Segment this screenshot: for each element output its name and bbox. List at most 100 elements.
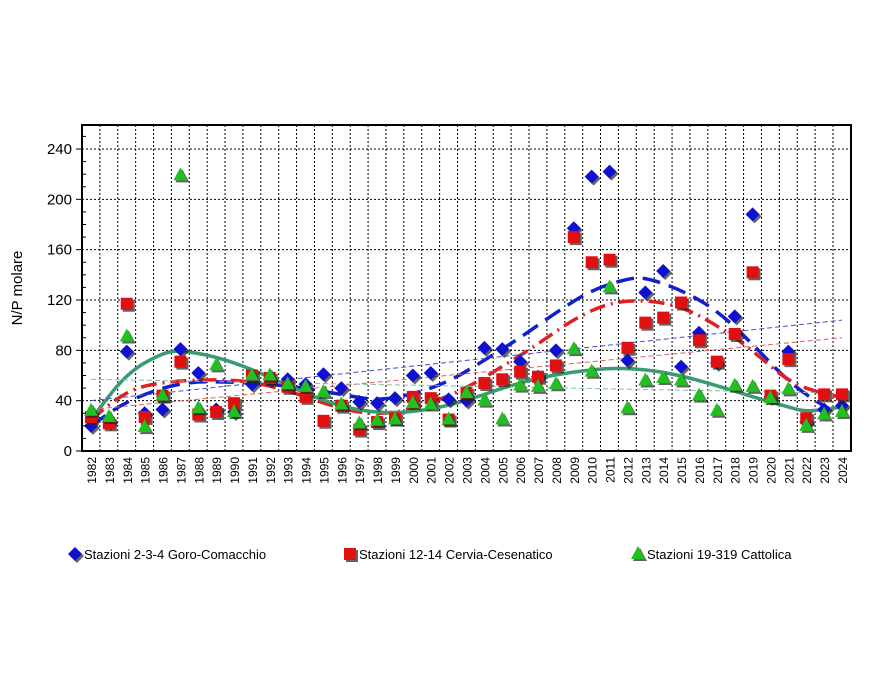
- marker: [745, 207, 760, 222]
- x-tick-label: 1993: [282, 457, 296, 484]
- grid: [81, 125, 851, 451]
- linear-trendline: [90, 337, 843, 410]
- data-point-triangle: [709, 402, 726, 418]
- data-point-triangle: [566, 341, 583, 357]
- data-point-triangle: [191, 400, 208, 416]
- data-point-square: [120, 297, 135, 312]
- x-tick-label: 2001: [425, 457, 439, 484]
- data-points: [84, 164, 851, 438]
- marker: [101, 409, 116, 423]
- data-point-square: [746, 266, 761, 281]
- data-point-square: [514, 365, 529, 380]
- x-tick-label: 2012: [621, 457, 635, 484]
- marker: [567, 231, 580, 244]
- marker: [174, 355, 187, 368]
- marker: [423, 365, 438, 380]
- legend-label: Stazioni 2-3-4 Goro-Comacchio: [84, 547, 266, 562]
- y-tick-label: 40: [55, 393, 72, 410]
- marker: [602, 164, 617, 179]
- data-point-triangle: [602, 279, 619, 295]
- y-tick-label: 160: [47, 242, 72, 259]
- marker: [709, 402, 724, 416]
- marker: [441, 411, 456, 425]
- linear-trendline: [90, 319, 843, 402]
- x-tick-label: 2018: [729, 457, 743, 484]
- marker: [639, 316, 652, 329]
- data-point-square: [478, 377, 493, 392]
- data-point-triangle: [334, 396, 351, 412]
- marker: [513, 377, 528, 391]
- marker: [370, 412, 385, 426]
- marker: [352, 415, 367, 429]
- marker: [781, 381, 796, 395]
- marker: [621, 341, 634, 354]
- marker: [227, 403, 242, 417]
- legend-label: Stazioni 12-14 Cervia-Cesenatico: [359, 547, 553, 562]
- data-point-triangle: [656, 370, 673, 386]
- data-point-square: [818, 388, 833, 403]
- data-point-triangle: [495, 411, 512, 427]
- data-point-square: [657, 311, 672, 326]
- marker: [191, 400, 206, 414]
- marker: [745, 378, 760, 392]
- data-point-triangle: [727, 377, 744, 393]
- data-point-diamond: [387, 391, 404, 408]
- data-point-diamond: [173, 342, 190, 359]
- marker: [584, 169, 599, 184]
- data-point-square: [710, 355, 725, 370]
- data-point-diamond: [477, 340, 494, 357]
- data-point-diamond: [656, 264, 673, 281]
- marker: [548, 343, 563, 358]
- marker: [316, 367, 331, 382]
- data-point-square: [299, 390, 314, 405]
- data-point-triangle: [316, 383, 333, 399]
- x-tick-label: 1989: [210, 457, 224, 484]
- data-point-square: [567, 231, 582, 246]
- marker: [477, 392, 492, 406]
- x-tick-label: 2015: [675, 457, 689, 484]
- marker: [119, 344, 134, 359]
- data-point-triangle: [387, 411, 404, 427]
- data-point-triangle: [298, 378, 315, 394]
- marker: [638, 372, 653, 386]
- marker: [441, 392, 456, 407]
- data-point-triangle: [620, 400, 637, 416]
- data-point-triangle: [763, 390, 780, 406]
- data-point-diamond: [423, 365, 440, 382]
- x-tick-label: 2016: [693, 457, 707, 484]
- x-tick-label: 2003: [461, 457, 475, 484]
- data-point-triangle: [638, 372, 655, 388]
- marker: [120, 297, 133, 310]
- legend: Stazioni 2-3-4 Goro-Comacchio Stazioni 12…: [68, 546, 792, 563]
- data-point-triangle: [691, 387, 708, 403]
- data-point-square: [675, 296, 690, 311]
- data-point-diamond: [495, 342, 512, 359]
- marker: [459, 385, 474, 399]
- marker: [728, 327, 741, 340]
- data-point-square: [210, 405, 225, 420]
- x-tick-label: 2024: [836, 457, 850, 484]
- data-point-triangle: [817, 406, 834, 422]
- data-point-triangle: [352, 415, 369, 431]
- data-point-triangle: [209, 357, 226, 373]
- data-point-triangle: [513, 377, 530, 393]
- x-tick-label: 1982: [85, 457, 99, 484]
- marker: [352, 394, 367, 409]
- marker: [584, 363, 599, 377]
- marker: [334, 396, 349, 410]
- marker: [818, 388, 831, 401]
- marker: [477, 340, 492, 355]
- marker: [280, 376, 295, 390]
- marker: [836, 388, 848, 401]
- x-tick-label: 2000: [407, 457, 421, 484]
- x-tick-label: 2007: [532, 457, 546, 484]
- legend-marker-diamond: [68, 547, 84, 563]
- x-tick-label: 2010: [586, 457, 600, 484]
- data-point-diamond: [674, 359, 691, 376]
- y-tick-label: 240: [47, 141, 72, 158]
- marker: [495, 411, 510, 425]
- marker: [344, 548, 356, 560]
- marker: [513, 354, 528, 369]
- data-point-triangle: [674, 372, 691, 388]
